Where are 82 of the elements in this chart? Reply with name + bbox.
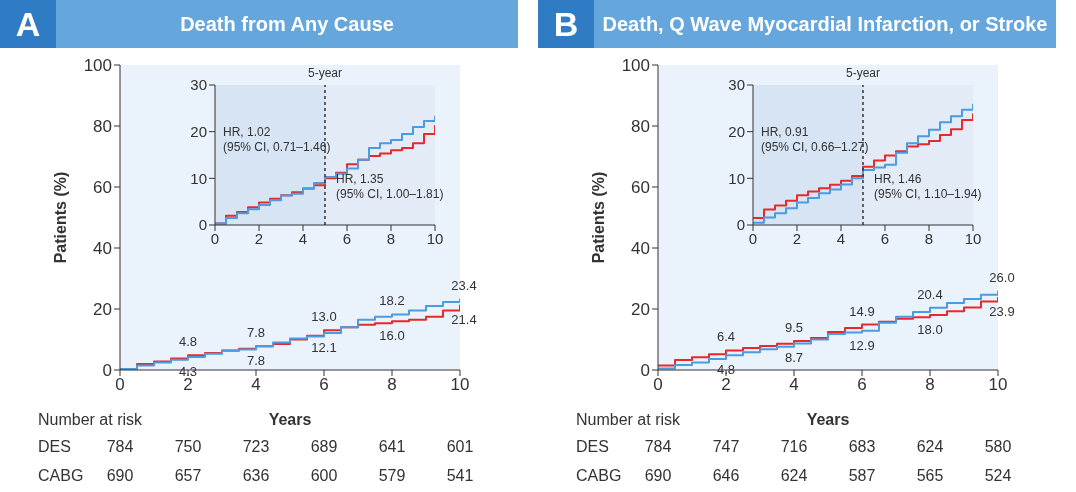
- y-axis-title: Patients (%): [51, 171, 69, 264]
- y-tick-label: 60: [631, 178, 650, 198]
- data-label: 13.0: [311, 309, 337, 325]
- y-tick-label: 20: [728, 122, 745, 140]
- x-tick-label: 8: [386, 229, 396, 247]
- ref-line-label: 5-year: [307, 66, 343, 80]
- x-tick-label: 4: [789, 375, 799, 395]
- text: B: [538, 0, 594, 48]
- y-tick-label: 10: [728, 169, 745, 187]
- y-tick-label: 80: [93, 117, 112, 137]
- y-tick-label: 30: [190, 76, 207, 94]
- chart-title: Death, Q Wave Myocardial Infarction, or Stroke: [601, 12, 1049, 37]
- text: Number at risk: [576, 411, 681, 429]
- annotation: HR, 0.91 (95% CI, 0.66–1.27): [761, 125, 869, 155]
- x-tick-label: 0: [115, 375, 125, 395]
- annotation: HR, 1.35 (95% CI, 1.00–1.81): [336, 171, 444, 202]
- data-label: 4.8: [178, 334, 198, 350]
- data-label: 8.7: [784, 350, 804, 366]
- y-tick-label: 40: [631, 239, 650, 259]
- data-label: 21.4: [451, 311, 477, 327]
- x-tick-label: 2: [721, 375, 731, 395]
- x-tick-label: 0: [210, 229, 220, 247]
- data-label: 9.5: [784, 320, 804, 336]
- x-tick-label: 6: [857, 375, 867, 395]
- data-label: 16.0: [379, 328, 405, 344]
- y-tick-label: 60: [93, 178, 112, 198]
- y-tick-label: 40: [93, 239, 112, 259]
- text: DES 784 747 716 683 624 580: [576, 438, 1012, 455]
- y-tick-label: 0: [198, 216, 207, 234]
- ref-line-label: 5-year: [845, 66, 881, 80]
- x-tick-label: 8: [925, 375, 935, 395]
- y-tick-label: 20: [190, 122, 207, 140]
- x-axis-title: Years: [806, 411, 850, 428]
- data-label: 4.8: [716, 362, 736, 378]
- annotation: HR, 1.02 (95% CI, 0.71–1.46): [223, 125, 331, 155]
- x-tick-label: 4: [836, 229, 846, 247]
- y-tick-label: 0: [736, 216, 745, 234]
- y-tick-label: 0: [640, 361, 650, 381]
- x-tick-label: 0: [653, 375, 663, 395]
- text: DES 784 750 723 689 641 601: [38, 438, 474, 455]
- data-label: 23.9: [989, 304, 1015, 320]
- x-tick-label: 10: [988, 375, 1008, 395]
- text: CABG 690 657 636 600 579 541: [38, 467, 474, 484]
- x-tick-label: 10: [964, 229, 982, 247]
- x-axis-title: Years: [268, 411, 312, 428]
- y-tick-label: 80: [631, 117, 650, 137]
- text: Number at risk: [38, 411, 143, 429]
- x-tick-label: 4: [251, 375, 261, 395]
- x-tick-label: 6: [319, 375, 329, 395]
- y-tick-label: 30: [728, 76, 745, 94]
- x-tick-label: 10: [450, 375, 470, 395]
- annotation: HR, 1.46 (95% CI, 1.10–1.94): [874, 171, 982, 202]
- x-tick-label: 6: [342, 229, 352, 247]
- x-tick-label: 8: [924, 229, 934, 247]
- text: CABG 690 646 624 587 565 524: [576, 467, 1012, 484]
- data-label: 18.2: [379, 293, 405, 309]
- data-label: 6.4: [716, 329, 736, 345]
- x-tick-label: 4: [298, 229, 308, 247]
- x-tick-label: 10: [426, 229, 444, 247]
- data-label: 26.0: [989, 269, 1015, 285]
- text: A: [0, 0, 56, 48]
- data-label: 7.8: [246, 325, 266, 341]
- x-tick-label: 2: [254, 229, 264, 247]
- y-tick-label: 10: [190, 169, 207, 187]
- y-axis-title: Patients (%): [589, 171, 607, 264]
- x-tick-label: 8: [387, 375, 397, 395]
- y-tick-label: 100: [83, 56, 112, 76]
- y-tick-label: 0: [102, 361, 112, 381]
- data-label: 12.1: [311, 340, 337, 356]
- data-label: 14.9: [849, 303, 875, 319]
- data-label: 20.4: [917, 286, 943, 302]
- chart-title: Death from Any Cause: [179, 12, 395, 37]
- y-tick-label: 20: [631, 300, 650, 320]
- data-label: 18.0: [917, 322, 943, 338]
- y-tick-label: 100: [621, 56, 650, 76]
- data-label: 23.4: [451, 277, 477, 293]
- data-label: 7.8: [246, 353, 266, 369]
- x-tick-label: 6: [880, 229, 890, 247]
- x-tick-label: 2: [792, 229, 802, 247]
- data-label: 12.9: [849, 337, 875, 353]
- x-tick-label: 0: [748, 229, 758, 247]
- y-tick-label: 20: [93, 300, 112, 320]
